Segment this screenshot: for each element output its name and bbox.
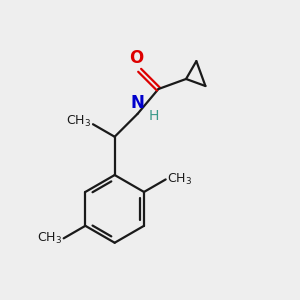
Text: O: O (129, 49, 143, 67)
Text: CH$_3$: CH$_3$ (66, 114, 92, 129)
Text: H: H (149, 109, 159, 123)
Text: CH$_3$: CH$_3$ (167, 172, 192, 187)
Text: N: N (130, 94, 145, 112)
Text: CH$_3$: CH$_3$ (37, 231, 62, 246)
